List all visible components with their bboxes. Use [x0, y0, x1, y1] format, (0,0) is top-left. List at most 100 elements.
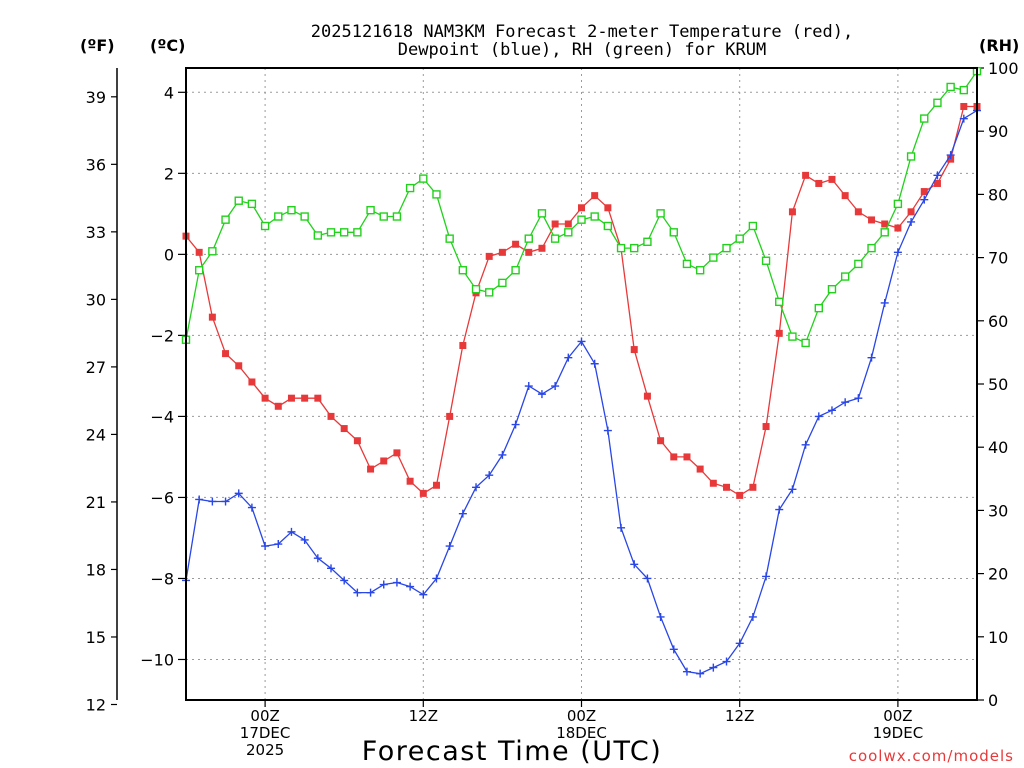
data-point [960, 102, 968, 110]
data-point [208, 313, 216, 321]
data-point [603, 426, 612, 435]
data-point [260, 221, 270, 231]
fahrenheit-tick-label: 33 [86, 223, 106, 242]
data-point [393, 449, 401, 457]
data-point [735, 234, 744, 243]
data-point [577, 337, 586, 346]
plot-frame [185, 67, 978, 701]
data-point [234, 489, 243, 498]
data-point [657, 437, 665, 445]
rh-tick-label: 70 [988, 249, 1008, 268]
celsius-tick-label: −8 [150, 569, 174, 588]
data-point [537, 209, 547, 218]
data-point [920, 114, 929, 123]
data-point [195, 248, 203, 256]
data-point [300, 212, 309, 221]
data-point [709, 663, 718, 672]
rh-tick-label: 40 [988, 438, 1008, 457]
data-point [195, 495, 204, 504]
fahrenheit-tick-label: 15 [86, 628, 106, 647]
time-tick-label: 00Z [250, 707, 279, 725]
fahrenheit-tick-label: 12 [86, 696, 106, 715]
data-point [748, 221, 758, 231]
data-point [313, 554, 322, 563]
data-point [274, 540, 283, 549]
data-point [669, 228, 678, 237]
data-point [854, 259, 863, 269]
data-point [392, 578, 401, 587]
data-point [802, 171, 810, 179]
data-point [907, 208, 915, 216]
celsius-axis: 4 2 0 −2 −4 −6 −8 −10 [140, 83, 186, 669]
data-point [788, 208, 796, 216]
data-point [933, 98, 942, 107]
data-point [314, 394, 322, 402]
data-point [406, 582, 415, 591]
data-point [458, 509, 467, 518]
data-point [472, 483, 481, 492]
data-point [841, 192, 849, 200]
data-point [788, 332, 797, 341]
fahrenheit-unit-label: (ºF) [80, 36, 115, 55]
data-point [788, 485, 797, 494]
data-point [801, 338, 810, 348]
data-point [867, 243, 876, 253]
data-point [208, 247, 217, 256]
data-point [327, 564, 336, 573]
data-point [683, 453, 691, 461]
data-point [736, 491, 744, 499]
data-point [762, 572, 771, 581]
data-point [248, 378, 256, 386]
data-point [578, 204, 585, 212]
data-point [722, 243, 731, 253]
data-point [630, 346, 638, 354]
data-point [445, 234, 454, 243]
fahrenheit-tick-label: 39 [86, 88, 106, 107]
data-point [432, 574, 441, 583]
data-point [551, 382, 560, 391]
celsius-unit-label: (ºC) [150, 36, 185, 55]
data-point [379, 212, 388, 221]
time-tick-label: 2025 [246, 741, 284, 759]
data-point [234, 196, 243, 205]
time-tick-label: 19DEC [873, 724, 924, 742]
data-point [867, 353, 876, 362]
data-point [379, 580, 388, 589]
data-point [564, 220, 572, 228]
data-point [471, 285, 481, 294]
data-point [590, 359, 599, 368]
data-point [827, 285, 837, 294]
data-point [577, 215, 586, 224]
data-point [340, 576, 349, 585]
data-point [670, 453, 678, 461]
celsius-tick-label: −10 [140, 650, 174, 669]
data-point [512, 240, 520, 248]
data-point [959, 85, 969, 95]
data-point [235, 362, 243, 370]
data-point [564, 228, 573, 237]
data-point [353, 228, 362, 237]
data-point [367, 465, 375, 473]
chart-title-line-1: 2025121618 NAM3KM Forecast 2-meter Tempe… [311, 22, 853, 42]
data-point [643, 237, 652, 247]
data-point [603, 221, 613, 231]
rh-tick-label: 90 [988, 122, 1008, 141]
rh-unit-label: (RH) [979, 36, 1019, 55]
data-point [538, 244, 546, 252]
data-point [907, 217, 916, 226]
data-point [775, 505, 784, 514]
data-point [525, 248, 533, 256]
data-point [524, 382, 533, 391]
fahrenheit-tick-label: 18 [86, 560, 106, 579]
data-point [221, 497, 230, 506]
data-point [827, 406, 836, 415]
data-point [814, 412, 823, 421]
data-point [959, 114, 968, 123]
data-point [313, 231, 323, 240]
rh-tick-label: 10 [988, 628, 1008, 647]
data-point [695, 266, 705, 275]
data-point [761, 256, 771, 265]
